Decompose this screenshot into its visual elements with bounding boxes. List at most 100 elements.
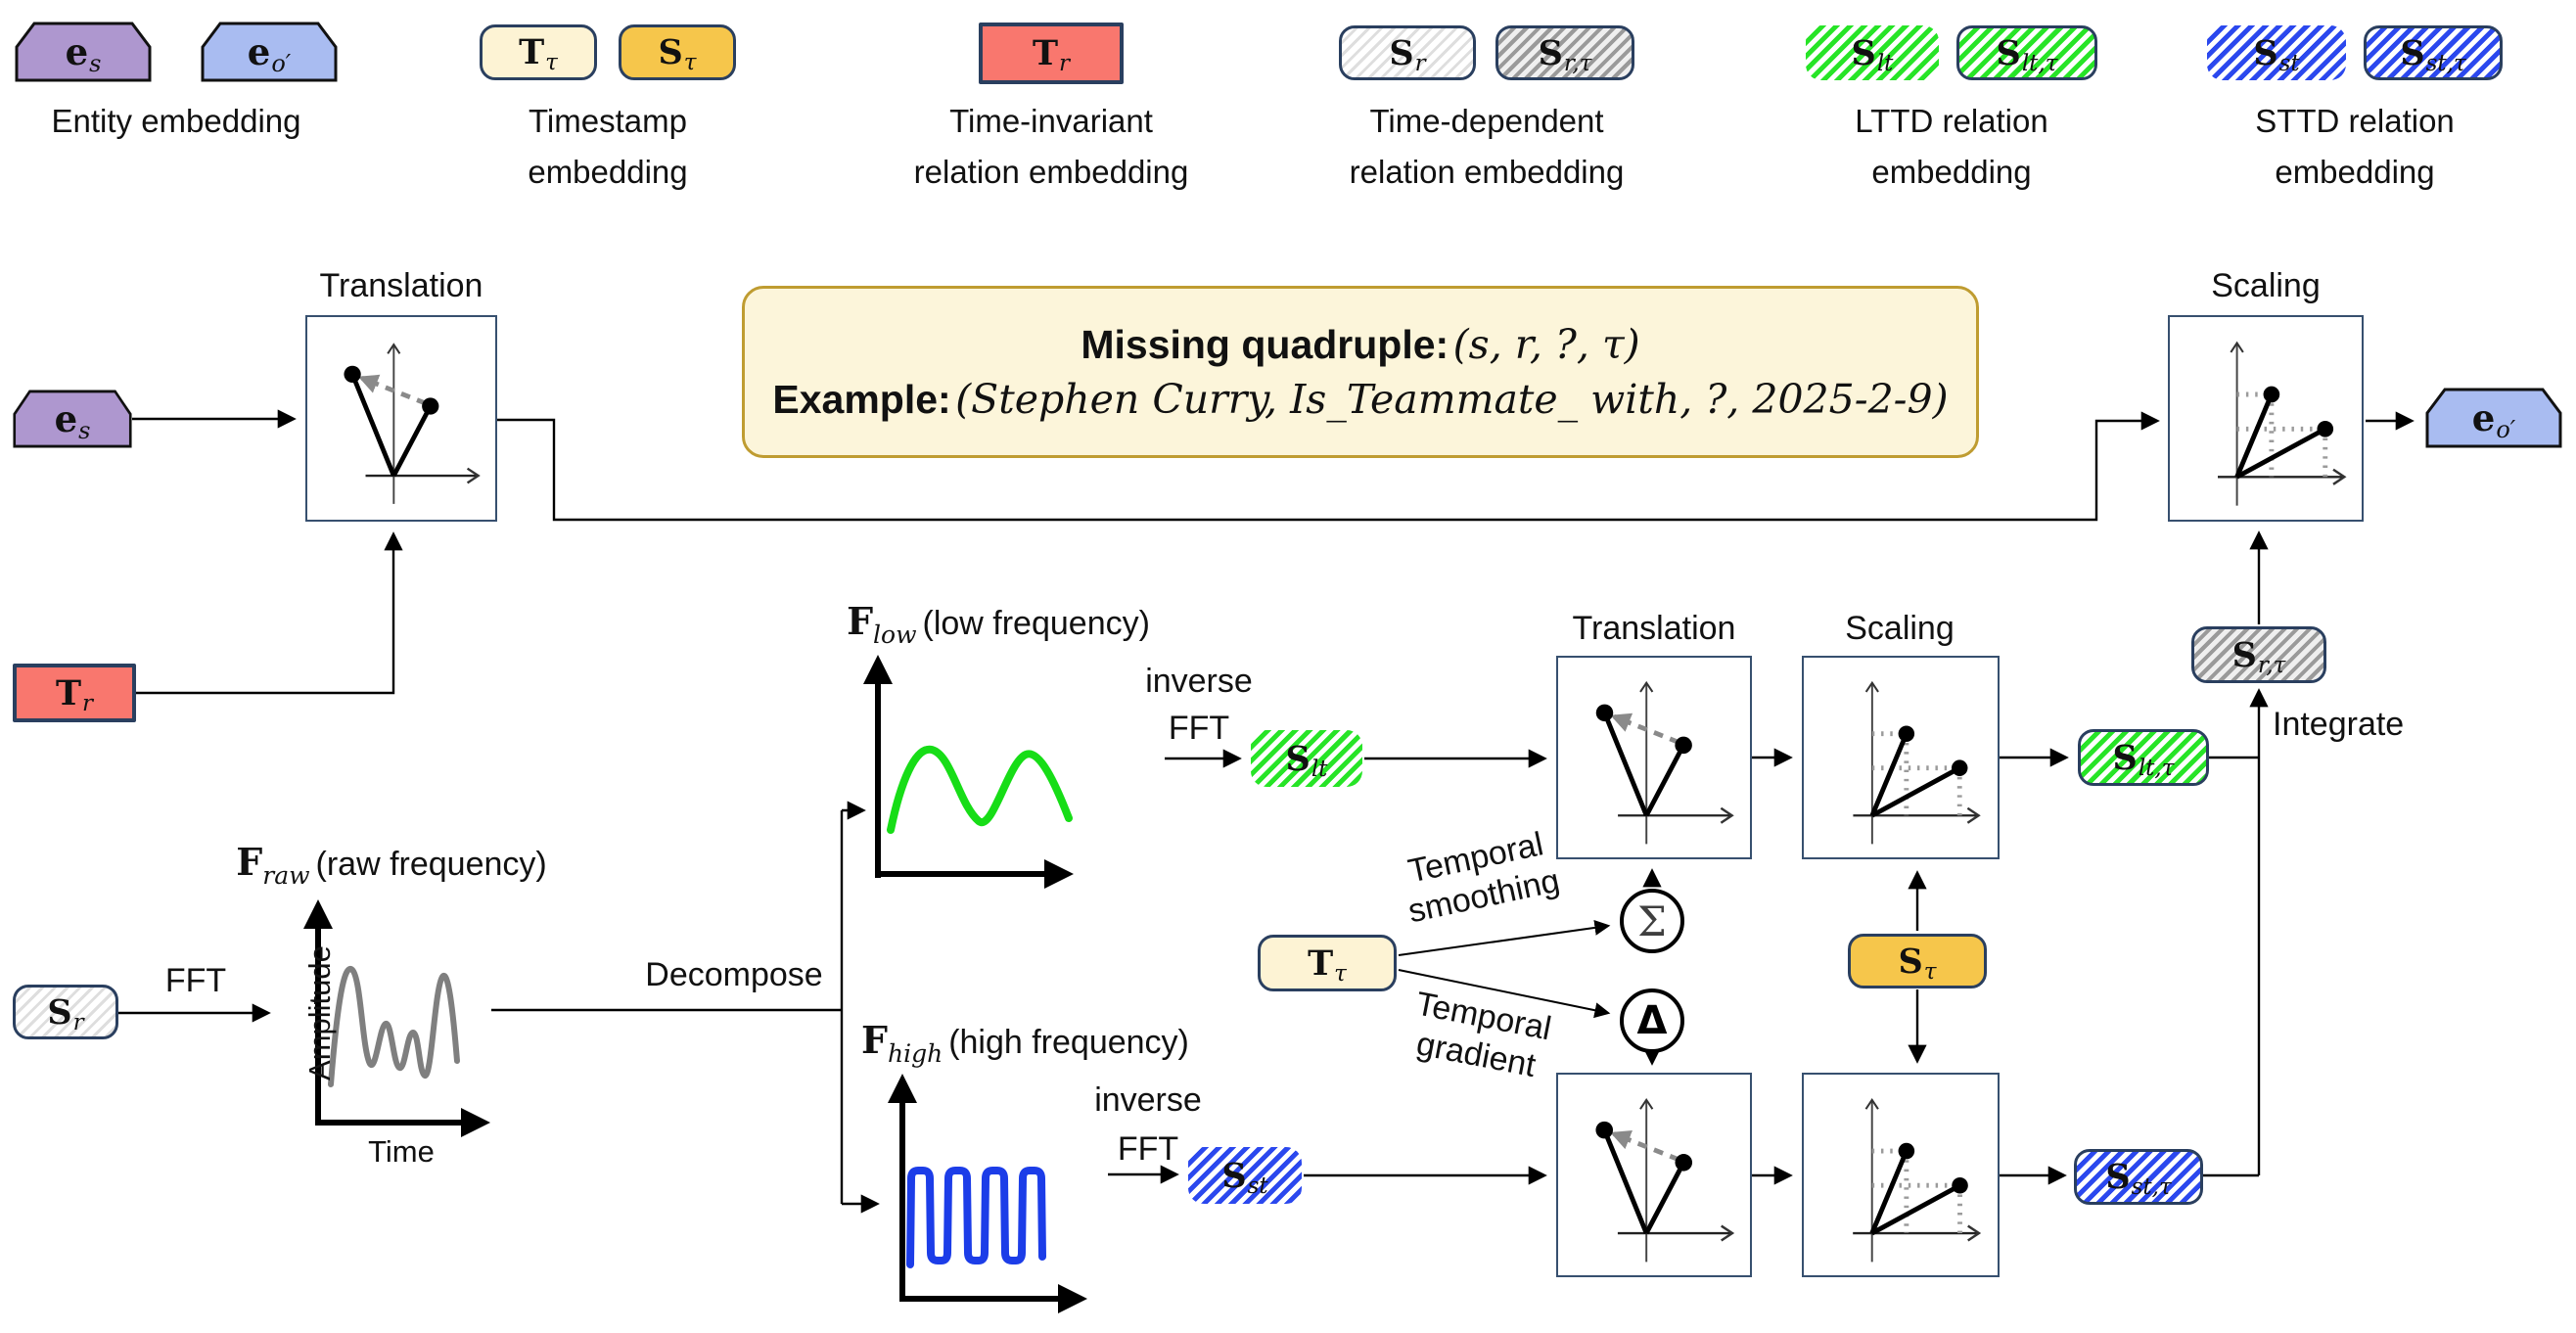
plot-title-raw: Fraw (raw frequency)	[235, 840, 548, 890]
legend-label-line: Timestamp	[529, 103, 687, 139]
label-decompose: Decompose	[645, 956, 823, 993]
subscript: r	[1059, 51, 1071, 76]
subscript: o′	[2496, 416, 2516, 443]
subscript: r	[82, 690, 94, 716]
legend-label-line: STTD relation	[2255, 103, 2455, 139]
example-math: (Stephen Curry, Is_Teammate_ with, ?, 20…	[955, 376, 1949, 423]
label-translation-1: Translation	[319, 267, 483, 304]
symbol: e	[2471, 395, 2496, 439]
legend-label-time-dependent: Time-dependent relation embedding	[1311, 96, 1663, 198]
subscript: lt	[1876, 50, 1894, 76]
subscript: τ	[1334, 960, 1347, 987]
subscript: lt	[1311, 756, 1328, 782]
symbol: S	[2253, 32, 2278, 73]
plot-symbol: F	[847, 599, 874, 643]
quadruple-prefix: Missing quadruple:	[1081, 322, 1449, 367]
plot-caption: (raw frequency)	[315, 846, 547, 883]
legend-label-line: embedding	[528, 154, 688, 190]
subscript: st,τ	[2131, 1174, 2172, 1200]
legend-label-line: Time-dependent	[1369, 103, 1604, 139]
subscript: s	[78, 417, 91, 444]
scaling-mini-plot	[2218, 341, 2347, 506]
plot-symbol: F	[236, 840, 263, 884]
op-box-translation-3	[1556, 1073, 1752, 1277]
example-prefix: Example:	[772, 377, 951, 422]
legend-label-line: Entity embedding	[51, 103, 301, 139]
legend-label-lttd: LTTD relation embedding	[1775, 96, 2128, 198]
label-inverse-sttd: inverse	[1094, 1081, 1202, 1119]
symbol: S	[1221, 1155, 1247, 1196]
label-inverse-lttd: inverse	[1145, 663, 1253, 700]
legend-label-entity: Entity embedding	[20, 96, 333, 147]
subscript: o′	[271, 50, 292, 77]
subscript: st	[2278, 50, 2300, 76]
translation-mini-plot	[1595, 680, 1734, 845]
symbol: T	[519, 32, 545, 72]
legend-label-line: relation embedding	[913, 154, 1189, 190]
entity-shape	[15, 22, 152, 82]
legend-label-line: relation embedding	[1349, 154, 1625, 190]
quadruple-line-1: Missing quadruple: (s, r, ?, τ)	[1081, 321, 1639, 368]
subscript: s	[89, 50, 102, 77]
label-integrate: Integrate	[2273, 706, 2405, 743]
gradient-operator: Δ	[1620, 988, 1684, 1053]
scaling-mini-plot	[1853, 680, 1981, 845]
high-frequency-curve	[906, 1167, 1046, 1268]
translation-mini-plot	[344, 343, 481, 504]
symbol: S	[1898, 941, 1923, 982]
subscript: τ	[545, 50, 558, 75]
op-box-translation-1	[305, 315, 497, 522]
subscript: r,τ	[1563, 50, 1592, 76]
symbol: T	[1308, 942, 1334, 984]
subscript: lt,τ	[2021, 50, 2058, 76]
legend-label-time-invariant: Time-invariant relation embedding	[875, 96, 1227, 198]
entity-shape	[2425, 388, 2562, 448]
symbol: S	[2400, 32, 2425, 73]
delta-icon: Δ	[1636, 998, 1668, 1043]
plot-caption: (low frequency)	[922, 605, 1150, 642]
plot-symbol: F	[861, 1018, 888, 1062]
missing-quadruple-callout: Missing quadruple: (s, r, ?, τ) Example:…	[742, 286, 1979, 458]
subscript: r	[1414, 50, 1426, 76]
subscript: τ	[1923, 958, 1937, 985]
legend-label-line: LTTD relation	[1855, 103, 2048, 139]
plot-title-high: Fhigh (high frequency)	[861, 1018, 1189, 1068]
scaling-mini-plot	[1853, 1097, 1982, 1263]
label-translation-2: Translation	[1572, 610, 1736, 647]
op-box-scaling-1	[2168, 315, 2364, 522]
symbol: S	[1851, 32, 1876, 73]
label-fft-sttd: FFT	[1117, 1130, 1179, 1168]
subscript: st	[1247, 1172, 1268, 1199]
label-fft-raw: FFT	[164, 962, 227, 999]
axis-label-amplitude: Amplitude	[301, 945, 337, 1080]
entity-shape	[201, 22, 338, 82]
symbol: S	[1285, 738, 1311, 779]
legend-label-timestamp: Timestamp embedding	[451, 96, 764, 198]
legend-node-e-o: e o′	[201, 22, 338, 82]
subscript: τ	[683, 50, 697, 75]
legend-label-line: embedding	[1871, 154, 2032, 190]
axis-label-time: Time	[368, 1134, 435, 1169]
symbol: S	[658, 32, 683, 72]
symbol: S	[2231, 634, 2257, 675]
symbol: T	[1032, 33, 1059, 73]
op-box-scaling-3	[1802, 1073, 2000, 1277]
plot-symbol-sub: raw	[262, 861, 310, 890]
symbol: S	[1538, 32, 1563, 73]
label-fft-lttd: FFT	[1168, 710, 1230, 747]
label-scaling-2: Scaling	[1845, 610, 1955, 647]
symbol: S	[2112, 737, 2138, 778]
symbol: S	[1996, 32, 2021, 73]
entity-shape	[13, 390, 132, 448]
